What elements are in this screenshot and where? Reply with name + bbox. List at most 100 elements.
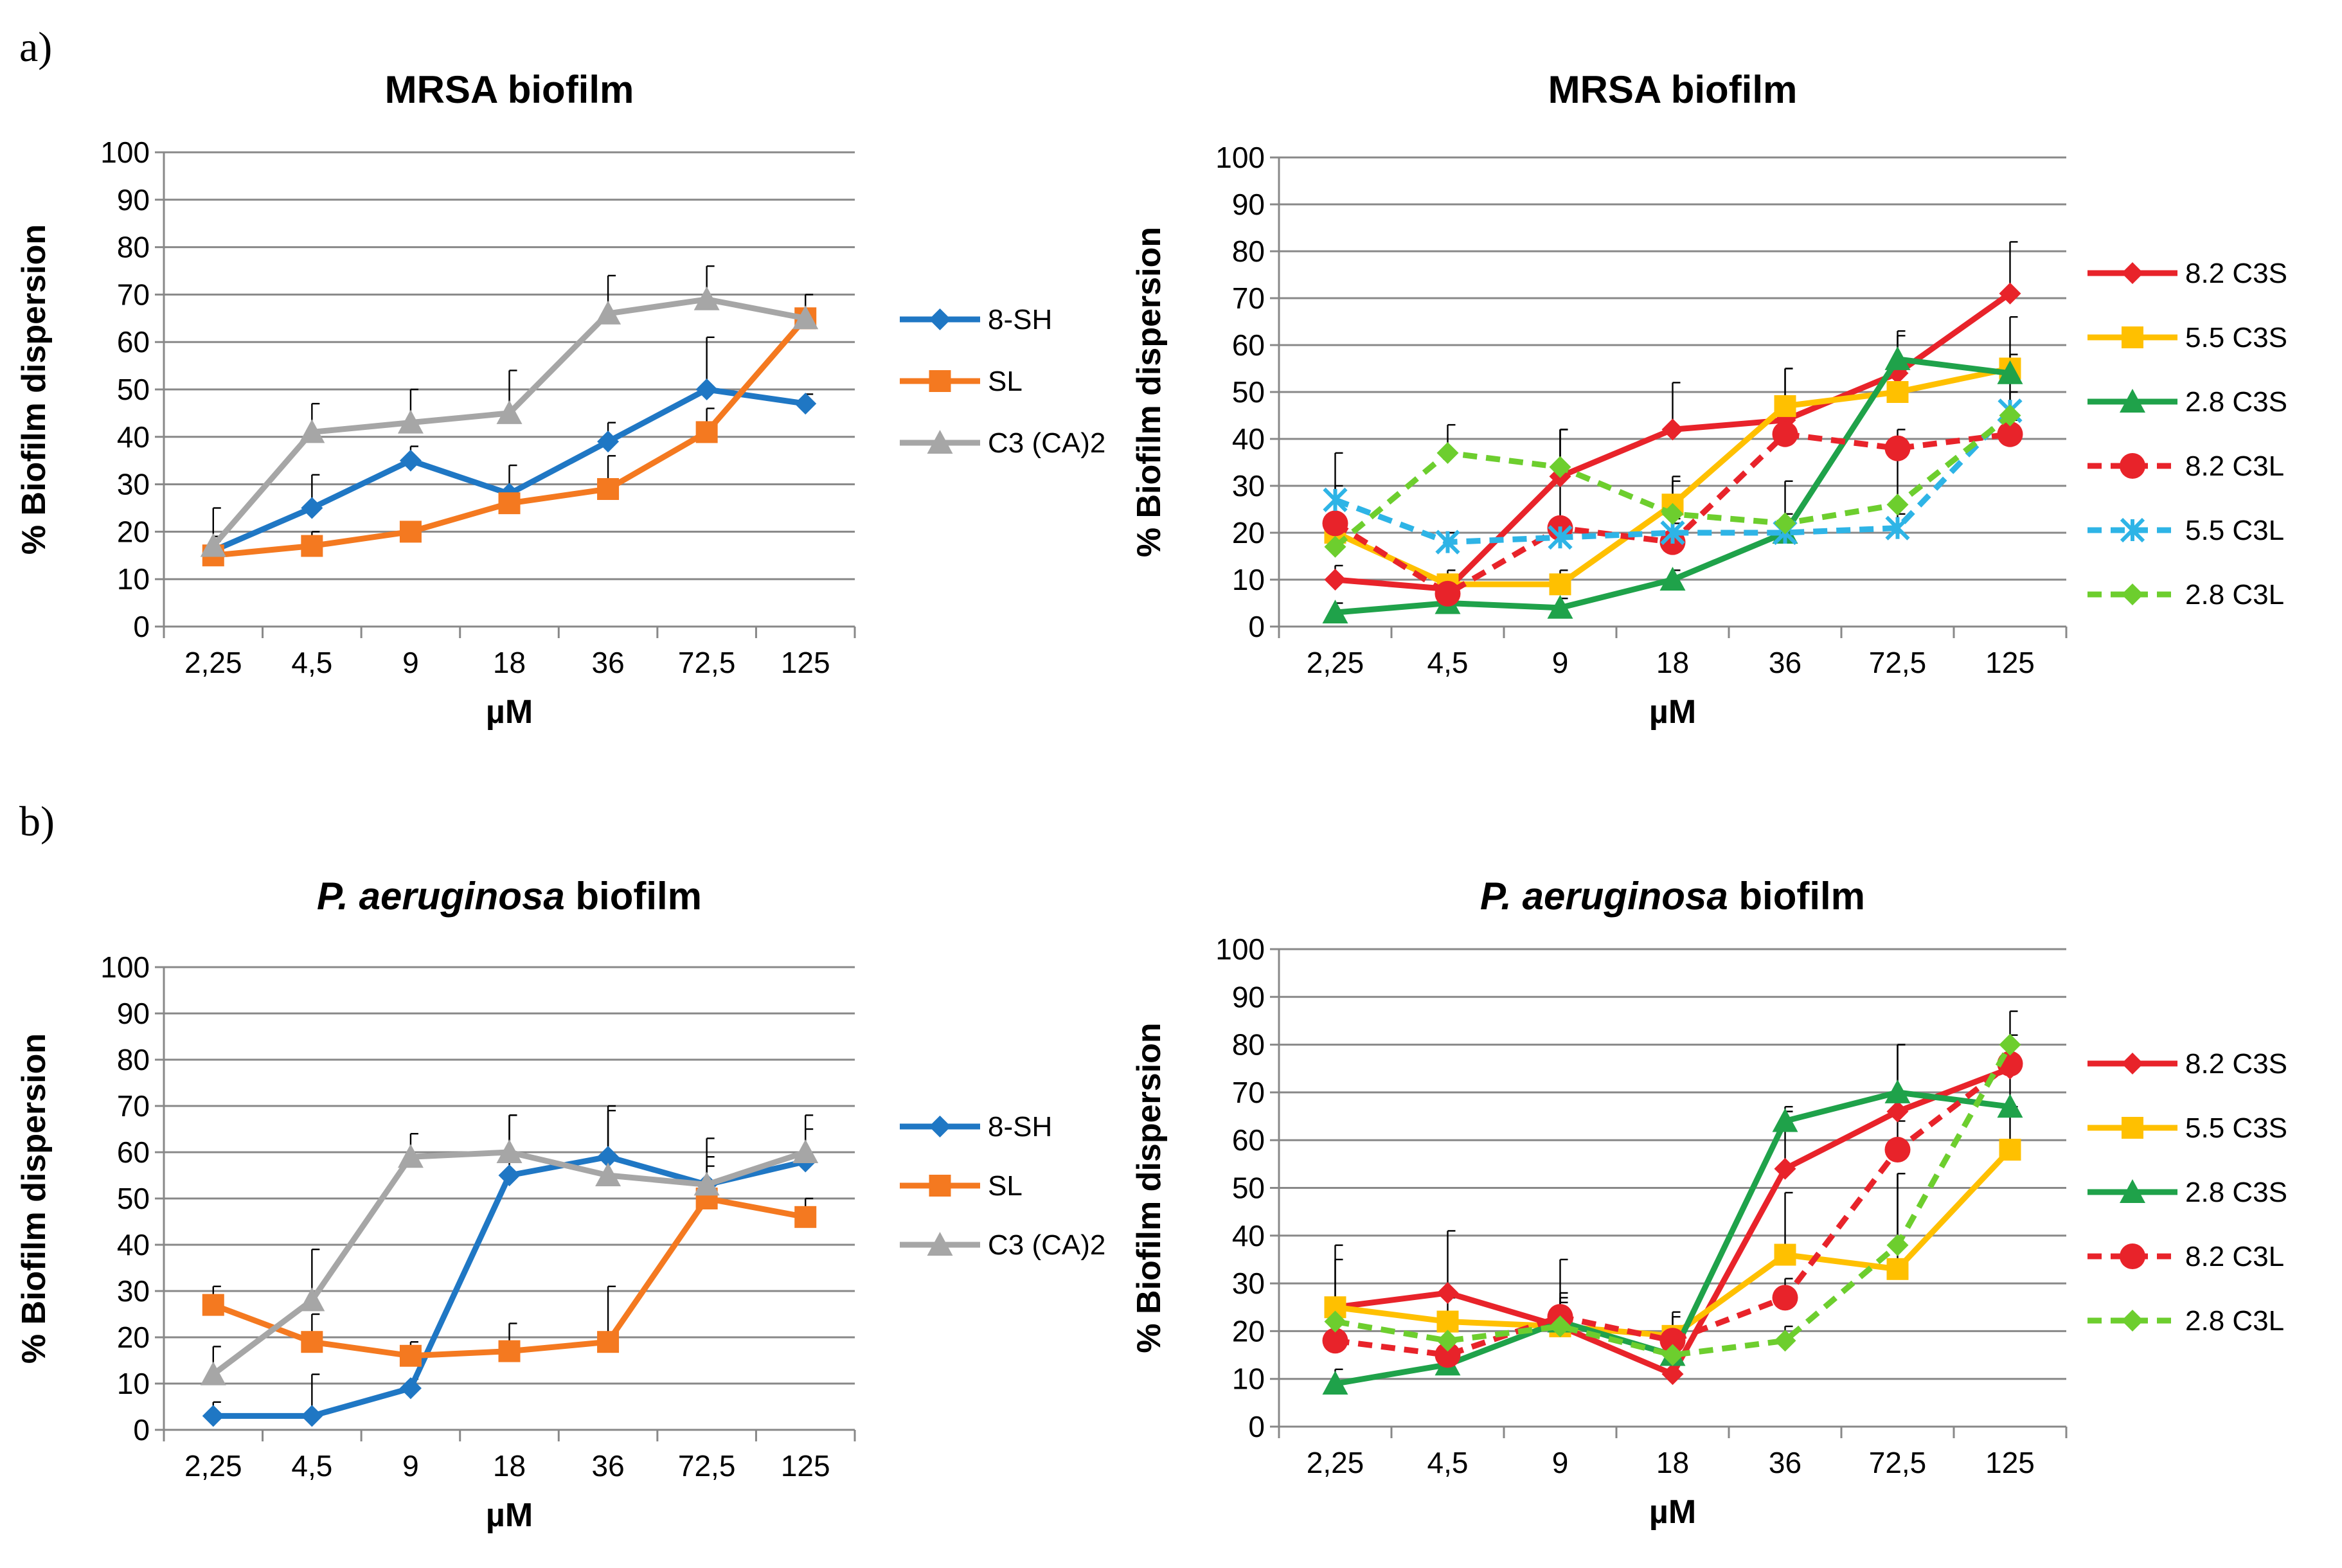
x-tick-label: 2,25: [1307, 646, 1364, 679]
legend-marker: [927, 430, 953, 454]
y-tick-label: 30: [1232, 1267, 1265, 1300]
legend-label: 2.8 C3L: [2185, 579, 2284, 610]
data-point: [597, 1146, 620, 1168]
legend-marker: [2122, 262, 2143, 284]
legend-label: 5.5 C3S: [2185, 322, 2287, 353]
data-point: [1322, 510, 1348, 537]
chart-title-italic: P. aeruginosa: [317, 875, 575, 918]
data-point: [597, 477, 620, 500]
legend-marker: [929, 1116, 951, 1137]
data-point: [1999, 1139, 2021, 1161]
data-point: [695, 379, 718, 400]
y-tick-label: 10: [1232, 1362, 1265, 1396]
data-point: [1661, 418, 1684, 441]
legend-entry: 8.2 C3L: [2087, 1241, 2284, 1272]
legend-label: 8.2 C3L: [2185, 450, 2284, 482]
chart-paeruginosa-left: P. aeruginosa biofilm 0 10 20 30 40 50 60 70 80 90…: [15, 875, 1105, 1534]
data-point: [1772, 1108, 1798, 1132]
data-point: [597, 431, 620, 453]
y-tick-label: 90: [117, 997, 150, 1030]
y-tick-label: 20: [117, 1321, 150, 1354]
x-tick-label: 2,25: [184, 1449, 242, 1483]
legend-label: 2.8 C3L: [2185, 1305, 2284, 1337]
data-point: [1661, 1344, 1684, 1366]
y-tick-label: 30: [1232, 469, 1265, 503]
y-tick-label: 0: [1248, 610, 1265, 643]
data-point: [1884, 1079, 1911, 1103]
y-tick-label: 70: [117, 1089, 150, 1123]
legend-marker: [929, 1175, 951, 1197]
legend-marker: [2122, 1310, 2143, 1332]
y-tick-label: 50: [1232, 375, 1265, 409]
x-tick-label: 18: [1656, 1446, 1689, 1479]
x-tick-label: 18: [493, 646, 526, 679]
y-axis-title: % Biofilm dispersion: [1131, 1022, 1168, 1353]
data-point: [1774, 1157, 1796, 1180]
y-tick-label: 10: [1232, 563, 1265, 596]
data-point: [301, 1331, 323, 1353]
legend-label: C3 (CA)2: [988, 427, 1105, 459]
legend-label: SL: [988, 366, 1023, 397]
x-tick-label: 72,5: [678, 1449, 736, 1483]
x-tick-label: 18: [493, 1449, 526, 1483]
y-tick-label: 40: [117, 1228, 150, 1261]
chart-title: MRSA biofilm: [1548, 68, 1798, 111]
y-tick-label: 70: [1232, 1076, 1265, 1109]
legend-label: C3 (CA)2: [988, 1229, 1105, 1261]
x-axis-title: µM: [486, 693, 533, 731]
legend-entry: 8-SH: [900, 1111, 1052, 1143]
data-point: [498, 1164, 521, 1186]
chart-title: P. aeruginosa biofilm: [317, 875, 702, 918]
legend-label: 8-SH: [988, 1111, 1052, 1143]
data-point: [1884, 1137, 1911, 1163]
legend-entry: 2.8 C3L: [2087, 1305, 2284, 1337]
y-tick-label: 10: [117, 562, 150, 596]
data-point: [1436, 1281, 1459, 1304]
data-point: [399, 449, 422, 472]
legend-label: 8.2 C3L: [2185, 1241, 2284, 1272]
data-point: [498, 492, 521, 515]
legend-entry: C3 (CA)2: [900, 427, 1105, 459]
legend-entry: 5.5 C3S: [2087, 322, 2287, 353]
y-tick-label: 0: [133, 610, 150, 643]
legend-entry: 8-SH: [900, 304, 1052, 335]
data-point: [397, 1144, 424, 1168]
y-tick-label: 30: [117, 468, 150, 501]
y-axis-title: % Biofilm dispersion: [1131, 227, 1168, 557]
data-point: [1659, 567, 1686, 591]
data-point: [1436, 1330, 1459, 1352]
data-point: [1549, 1315, 1571, 1337]
data-point: [1886, 381, 1909, 403]
x-tick-label: 9: [1552, 646, 1569, 679]
data-point: [1774, 1330, 1796, 1352]
x-axis-title: µM: [486, 1497, 533, 1534]
legend-label: 5.5 C3L: [2185, 515, 2284, 546]
data-point: [1886, 1234, 1909, 1256]
data-point: [1999, 404, 2021, 427]
data-point: [1322, 1328, 1348, 1354]
legend-label: 8.2 C3S: [2185, 1048, 2287, 1080]
legend-label: 8-SH: [988, 304, 1052, 335]
data-point: [299, 1287, 325, 1312]
legend-entry: C3 (CA)2: [900, 1229, 1105, 1261]
chart-title: MRSA biofilm: [385, 68, 634, 111]
data-point: [595, 300, 621, 325]
data-point: [301, 1405, 323, 1427]
x-tick-label: 125: [1985, 1446, 2035, 1479]
data-point: [496, 1139, 523, 1163]
y-tick-label: 100: [1215, 141, 1265, 174]
data-point: [1659, 1328, 1686, 1354]
x-tick-label: 18: [1656, 646, 1689, 679]
data-point: [695, 421, 718, 443]
data-point: [1999, 282, 2021, 305]
y-tick-label: 20: [1232, 516, 1265, 549]
data-point: [200, 533, 226, 557]
legend-marker: [2122, 1053, 2143, 1074]
legend-label: SL: [988, 1170, 1023, 1202]
x-tick-label: 4,5: [291, 1449, 332, 1483]
data-point: [1772, 421, 1798, 447]
data-point: [595, 1163, 621, 1186]
y-tick-label: 60: [1232, 328, 1265, 362]
y-tick-label: 100: [1215, 932, 1265, 966]
data-point: [1772, 1285, 1798, 1311]
